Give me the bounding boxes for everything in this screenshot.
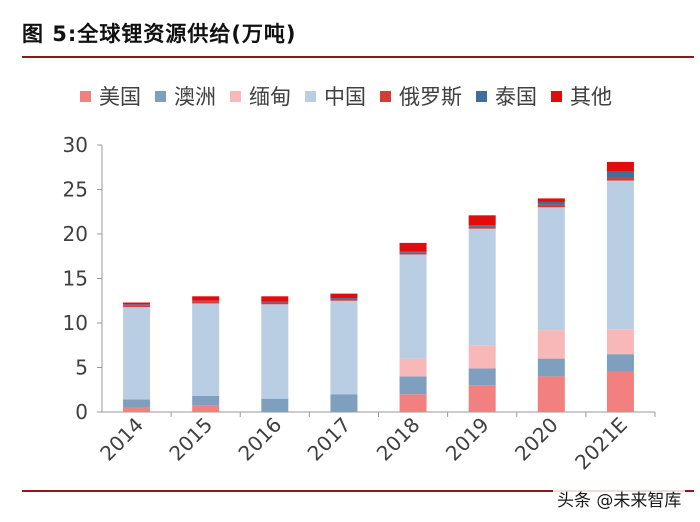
bar-segment <box>123 304 151 306</box>
bar-segment <box>606 180 634 330</box>
bar-segment <box>399 242 427 252</box>
y-tick-label: 20 <box>63 222 88 246</box>
bar-segment <box>123 306 151 400</box>
y-tick-label: 10 <box>63 311 88 335</box>
bar-segment <box>468 228 496 346</box>
y-tick-label: 25 <box>63 178 88 202</box>
x-tick-label: 2016 <box>233 413 286 466</box>
y-tick-label: 15 <box>63 267 88 291</box>
legend-item: 澳洲 <box>155 81 216 111</box>
bar-segment <box>468 225 496 227</box>
x-tick-label: 2014 <box>95 413 148 466</box>
legend-item: 俄罗斯 <box>380 81 462 111</box>
bar-segment <box>468 368 496 386</box>
bar-segment <box>192 296 220 301</box>
bar-segment <box>123 305 151 307</box>
legend-label: 中国 <box>324 85 366 109</box>
bar-segment <box>261 302 289 305</box>
bar-segment <box>192 301 220 304</box>
x-tick-label: 2015 <box>164 413 217 466</box>
legend-swatch <box>380 90 391 102</box>
bar-segment <box>261 304 289 399</box>
x-tick-label: 2020 <box>510 413 563 466</box>
legend-label: 澳洲 <box>174 85 216 109</box>
bar-segment <box>606 371 634 412</box>
legend-label: 泰国 <box>495 85 537 109</box>
chart-legend: 美国 澳洲 缅甸 中国 俄罗斯 泰国 其他 <box>80 82 626 110</box>
bar-segment <box>537 207 565 331</box>
source-watermark: 头条 @未来智库 <box>553 486 686 511</box>
legend-swatch <box>80 90 91 102</box>
y-tick-label: 0 <box>75 400 88 424</box>
legend-swatch <box>155 90 166 102</box>
legend-swatch <box>476 90 487 102</box>
bar-segment <box>261 301 289 303</box>
bar-segment <box>192 300 220 302</box>
bar-segment <box>330 394 358 412</box>
bar-segment <box>468 385 496 412</box>
bar-segment <box>606 161 634 172</box>
bar-segment <box>330 293 358 299</box>
bar-segment <box>537 198 565 202</box>
legend-item: 其他 <box>551 81 612 111</box>
bar-segment <box>261 296 289 302</box>
legend-label: 俄罗斯 <box>399 85 462 109</box>
legend-item: 美国 <box>80 81 141 111</box>
bar-segment <box>261 398 289 412</box>
bar-segment <box>468 215 496 226</box>
y-tick-label: 5 <box>75 356 88 380</box>
bar-segment <box>123 399 151 408</box>
legend-item: 中国 <box>305 81 366 111</box>
bar-segment <box>606 329 634 355</box>
legend-label: 缅甸 <box>249 85 291 109</box>
x-tick-label: 2019 <box>441 413 494 466</box>
bar-segment <box>399 252 427 255</box>
bar-segment <box>330 300 358 395</box>
legend-label: 美国 <box>99 85 141 109</box>
bar-segment <box>537 330 565 359</box>
bar-segment <box>399 254 427 359</box>
footer-rule <box>22 490 694 492</box>
figure-title: 图 5:全球锂资源供给(万吨) <box>22 22 297 46</box>
title-rule <box>22 56 694 58</box>
legend-swatch <box>230 90 241 102</box>
bar-segment <box>537 376 565 412</box>
x-tick-label: 2017 <box>303 413 356 466</box>
bar-segment <box>192 405 220 412</box>
legend-item: 缅甸 <box>230 81 291 111</box>
bar-segment <box>330 298 358 299</box>
legend-item: 泰国 <box>476 81 537 111</box>
bar-segment <box>606 354 634 372</box>
bar-segment <box>123 407 151 412</box>
bar-segment <box>606 171 634 178</box>
bar-segment <box>330 298 358 301</box>
figure-header: 图 5:全球锂资源供给(万吨) <box>0 0 700 58</box>
bar-segment <box>123 302 151 305</box>
x-tick-label: 2021E <box>570 413 632 475</box>
bar-segment <box>399 251 427 253</box>
legend-swatch <box>305 90 316 102</box>
bar-segment <box>192 395 220 406</box>
bar-segment <box>399 358 427 377</box>
bar-segment <box>468 345 496 369</box>
bar-segment <box>468 226 496 229</box>
bar-segment <box>537 204 565 208</box>
x-tick-label: 2018 <box>372 413 425 466</box>
bar-segment <box>537 358 565 377</box>
bar-segment <box>192 303 220 396</box>
bar-segment <box>537 201 565 205</box>
y-tick-label: 30 <box>63 133 88 157</box>
bar-segment <box>399 376 427 395</box>
legend-swatch <box>551 90 562 102</box>
bar-segment <box>399 394 427 412</box>
legend-label: 其他 <box>570 85 612 109</box>
bar-segment <box>606 177 634 181</box>
